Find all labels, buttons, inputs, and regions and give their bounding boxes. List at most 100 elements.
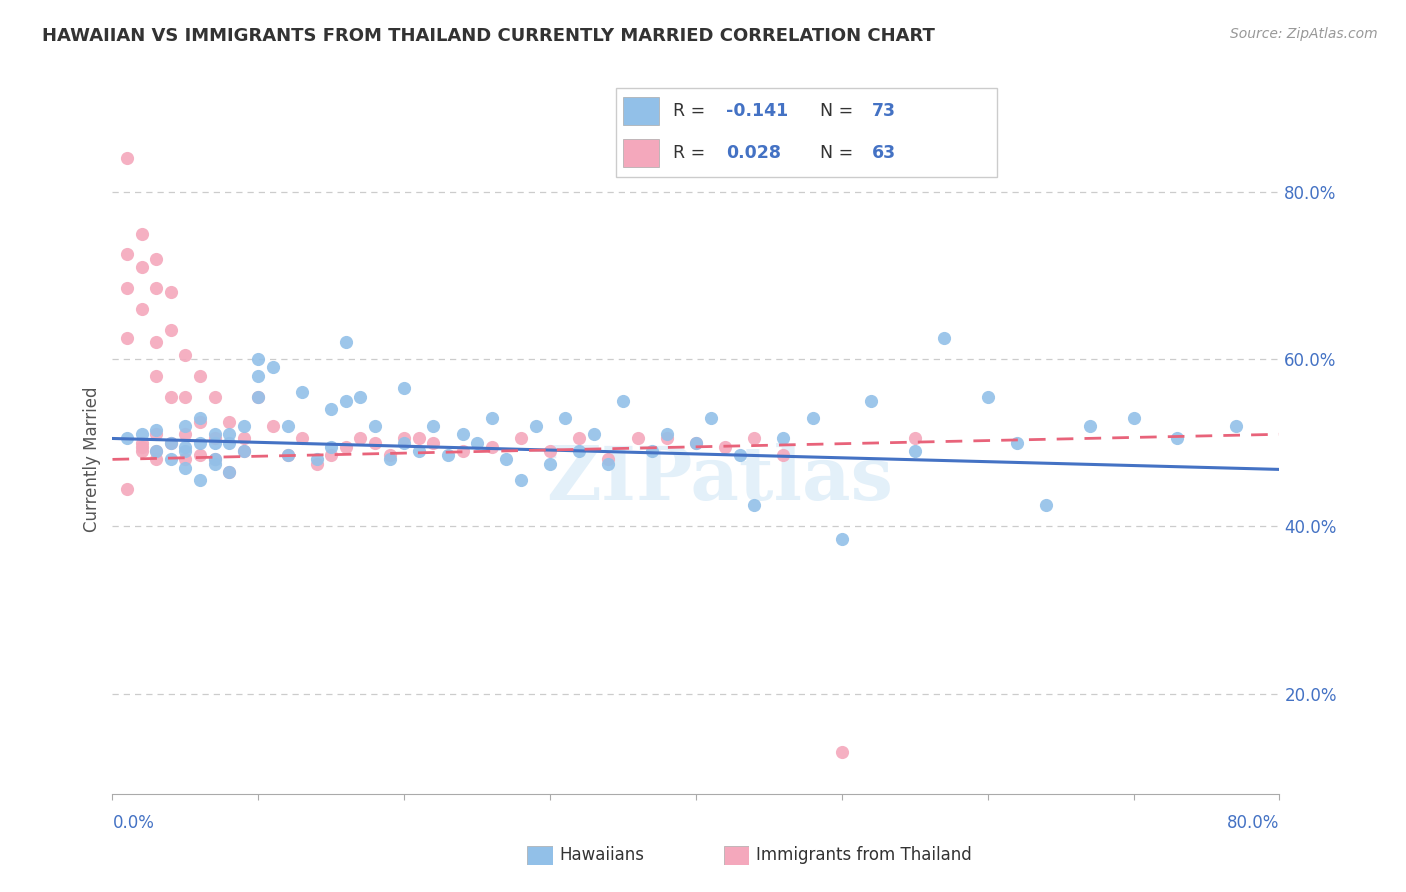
Point (904, 444, 927, 458)
Text: N =: N = (820, 145, 859, 162)
Point (305, 452, 328, 467)
Point (742, 499, 765, 513)
Bar (623, 139, 659, 167)
Point (335, 440, 357, 454)
Point (232, 418, 254, 433)
Point (568, 432, 591, 446)
Point (145, 423, 167, 437)
Point (378, 452, 401, 467)
Point (349, 432, 371, 446)
Text: 63: 63 (872, 145, 896, 162)
Point (641, 444, 664, 458)
Point (612, 393, 634, 408)
Point (174, 452, 197, 467)
Point (131, 427, 153, 442)
Point (408, 444, 430, 458)
Point (655, 432, 678, 446)
FancyBboxPatch shape (616, 87, 997, 177)
Point (145, 444, 167, 458)
Point (276, 448, 298, 462)
Point (115, 247, 138, 261)
Text: -0.141: -0.141 (725, 102, 787, 120)
Point (145, 252, 167, 266)
Point (932, 331, 955, 345)
Text: 73: 73 (872, 102, 896, 120)
Point (115, 432, 138, 446)
Point (262, 360, 284, 375)
Point (232, 432, 254, 446)
Point (801, 410, 824, 425)
Point (451, 444, 474, 458)
Point (451, 427, 474, 442)
Point (422, 418, 444, 433)
Point (976, 390, 998, 404)
Point (145, 444, 167, 458)
Point (204, 435, 226, 450)
Point (392, 432, 416, 446)
Point (335, 335, 357, 350)
Point (742, 432, 765, 446)
Point (145, 335, 167, 350)
Point (685, 435, 707, 450)
Point (481, 410, 503, 425)
Point (188, 368, 211, 383)
Point (131, 440, 153, 454)
Point (378, 448, 401, 462)
Point (174, 418, 197, 433)
Point (145, 427, 167, 442)
Point (349, 390, 371, 404)
Point (131, 435, 153, 450)
Point (1225, 418, 1247, 433)
Point (714, 440, 737, 454)
Point (218, 465, 240, 479)
Point (204, 432, 226, 446)
Text: ZIPatlas: ZIPatlas (546, 443, 893, 516)
Point (131, 301, 153, 316)
Point (204, 457, 226, 471)
Point (1166, 432, 1188, 446)
Point (859, 393, 883, 408)
Point (174, 390, 197, 404)
Point (904, 432, 927, 446)
Point (305, 457, 328, 471)
Point (131, 444, 153, 458)
Point (495, 452, 517, 467)
Point (538, 444, 561, 458)
Point (598, 457, 620, 471)
Point (204, 390, 226, 404)
Point (554, 410, 576, 425)
Point (188, 435, 211, 450)
Point (481, 440, 503, 454)
Point (115, 331, 138, 345)
Point (408, 432, 430, 446)
Point (218, 435, 240, 450)
Point (160, 285, 183, 299)
Point (160, 435, 183, 450)
Point (1005, 435, 1028, 450)
Point (509, 432, 531, 446)
Text: R =: R = (672, 102, 710, 120)
Point (145, 368, 167, 383)
Text: Immigrants from Thailand: Immigrants from Thailand (756, 847, 972, 864)
Point (188, 415, 211, 429)
Point (160, 390, 183, 404)
Point (772, 448, 794, 462)
Point (655, 427, 678, 442)
Text: HAWAIIAN VS IMMIGRANTS FROM THAILAND CURRENTLY MARRIED CORRELATION CHART: HAWAIIAN VS IMMIGRANTS FROM THAILAND CUR… (42, 27, 935, 45)
Point (174, 460, 197, 475)
Point (160, 323, 183, 337)
Point (568, 444, 591, 458)
Point (262, 418, 284, 433)
Point (276, 448, 298, 462)
Point (364, 435, 387, 450)
Point (291, 385, 314, 400)
Point (509, 473, 531, 487)
Point (247, 351, 270, 366)
Point (115, 152, 138, 166)
Point (160, 452, 183, 467)
Point (218, 415, 240, 429)
Point (685, 435, 707, 450)
Point (364, 418, 387, 433)
Point (321, 440, 343, 454)
Point (524, 418, 547, 433)
